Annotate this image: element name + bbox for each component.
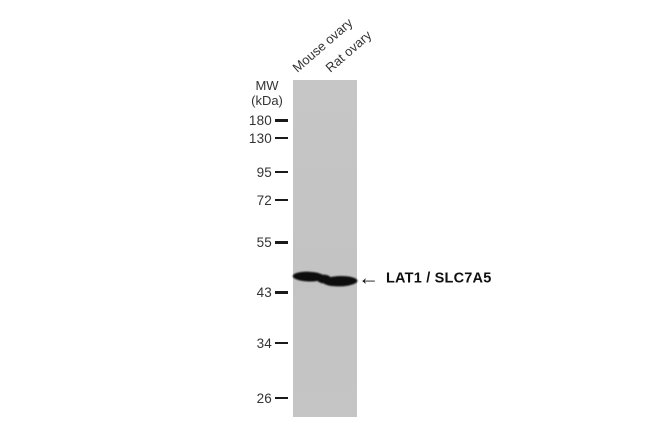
mw-marker-row-180: 180 [228, 113, 288, 129]
mw-marker-label: 180 [248, 113, 272, 128]
mw-marker-row-72: 72 [228, 192, 288, 208]
blot-membrane [293, 80, 357, 417]
mw-marker-row-55: 55 [228, 235, 288, 251]
mw-marker-row-95: 95 [228, 164, 288, 180]
mw-marker-label: 43 [256, 285, 272, 300]
mw-tick-mark [275, 170, 288, 174]
mw-marker-label: 72 [256, 192, 272, 208]
band-rat-ovary [322, 275, 358, 287]
mw-marker-row-34: 34 [228, 335, 288, 351]
mw-marker-label: 55 [256, 235, 272, 250]
mw-marker-label: 130 [248, 130, 272, 146]
mw-marker-label: 34 [256, 335, 272, 351]
mw-tick-mark [275, 341, 288, 345]
mw-tick-mark [275, 241, 288, 244]
mw-tick-mark [275, 119, 288, 122]
left-arrow-icon: ← [358, 266, 379, 290]
mw-tick-mark [275, 396, 288, 400]
protein-bands [292, 271, 358, 287]
mw-tick-mark [275, 136, 288, 140]
mw-axis-title-line2: (kDa) [251, 92, 283, 108]
mw-tick-mark [275, 198, 288, 202]
band-annotation-label: LAT1 / SLC7A5 [386, 270, 492, 286]
mw-marker-row-130: 130 [228, 130, 288, 146]
mw-tick-mark [275, 291, 288, 294]
mw-axis-title: MW (kDa) [244, 78, 290, 108]
mw-axis-title-line1: MW [255, 78, 279, 93]
band-annotation: ← LAT1 / SLC7A5 [358, 268, 491, 289]
mw-marker-row-43: 43 [228, 285, 288, 301]
mw-marker-row-26: 26 [228, 390, 288, 406]
mw-marker-label: 95 [256, 164, 272, 180]
mw-marker-label: 26 [256, 390, 272, 406]
band-mouse-ovary [292, 271, 325, 282]
